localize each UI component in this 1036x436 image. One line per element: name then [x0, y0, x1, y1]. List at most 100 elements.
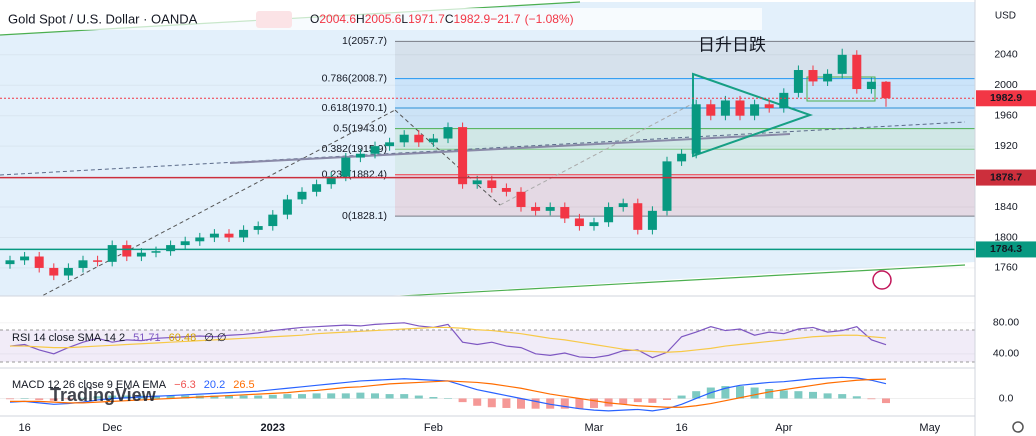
- candle-body: [604, 207, 614, 223]
- settings-icon[interactable]: [1012, 421, 1024, 433]
- candle-body: [691, 104, 701, 154]
- candle-body: [5, 260, 15, 265]
- ohlc-prefix: O: [310, 12, 319, 26]
- ohlc-value: 2004.6: [319, 12, 356, 26]
- candle-body: [647, 210, 657, 230]
- macd-histogram-bar: [152, 395, 160, 399]
- x-tick-label: 16: [675, 422, 687, 434]
- macd-histogram-bar: [283, 394, 292, 399]
- candle-body: [195, 237, 205, 242]
- candle-body: [326, 176, 336, 185]
- x-tick-label: Dec: [102, 422, 122, 434]
- macd-histogram-bar: [852, 396, 861, 399]
- macd-histogram-bar: [166, 395, 175, 399]
- macd-histogram-bar: [64, 398, 73, 400]
- candle-body: [428, 138, 438, 143]
- candle-body: [370, 146, 380, 154]
- macd-histogram-bar: [823, 393, 832, 399]
- x-tick-label: Feb: [424, 422, 443, 434]
- ohlc-value: 1982.9: [453, 12, 490, 26]
- symbol-title[interactable]: Gold Spot / U.S. Dollar · OANDA: [8, 11, 198, 26]
- candle-body: [779, 92, 789, 109]
- macd-histogram-bar: [458, 398, 467, 403]
- y-tick-label: 1760: [994, 262, 1018, 274]
- candle-body: [706, 104, 716, 116]
- macd-histogram-bar: [181, 395, 190, 399]
- rsi-extra: ∅ ∅: [204, 332, 226, 344]
- candle-body: [677, 153, 687, 162]
- y-tick-label: 1800: [994, 231, 1018, 243]
- y-tick-label: 1840: [994, 201, 1018, 213]
- fib-label: 0.618(1970.1): [322, 102, 387, 114]
- macd-histogram-bar: [692, 391, 701, 399]
- macd-histogram-bar: [444, 398, 452, 399]
- candle-body: [589, 222, 599, 227]
- macd-histogram-bar: [49, 398, 58, 401]
- x-tick-label: 2023: [261, 422, 285, 434]
- header-bg: [2, 8, 762, 30]
- indicator-line: [10, 326, 887, 353]
- candle-body: [414, 134, 424, 143]
- macd-histogram-bar: [663, 398, 671, 400]
- macd-histogram-bar: [750, 387, 759, 399]
- candle-body: [516, 191, 526, 208]
- macd-histogram-bar: [341, 393, 350, 399]
- macd-signal-value: 26.5: [233, 379, 254, 391]
- macd-histogram-bar: [794, 391, 803, 399]
- macd-histogram-bar: [6, 398, 14, 400]
- fib-label: 1(2057.7): [342, 35, 387, 47]
- indicator-line: [10, 378, 887, 408]
- trend-dashed: [499, 104, 691, 206]
- fib-zone: [395, 108, 975, 129]
- macd-histogram-bar: [254, 395, 263, 399]
- candle-body: [472, 180, 482, 185]
- y-tick-label: 1960: [994, 109, 1018, 121]
- candle-body: [239, 229, 249, 238]
- fib-label: 0(1828.1): [342, 210, 387, 222]
- candle-body: [49, 267, 59, 276]
- candle-body: [866, 81, 876, 90]
- candle-body: [750, 104, 760, 116]
- indicator-panes: [0, 322, 975, 412]
- y-tick-label: 2040: [994, 49, 1018, 61]
- y-tick-label: 80.00: [993, 317, 1019, 329]
- alert-icon[interactable]: [872, 270, 892, 290]
- candle-body: [93, 260, 103, 262]
- macd-histogram-bar: [517, 398, 525, 409]
- candle-body: [253, 226, 263, 230]
- macd-histogram-bar: [502, 398, 511, 408]
- rsi-sma-value: 60.48: [169, 332, 197, 344]
- macd-histogram-bar: [736, 386, 744, 399]
- macd-histogram-bar: [619, 398, 628, 405]
- candle-body: [341, 157, 351, 177]
- fib-label: 0.786(2008.7): [322, 72, 387, 84]
- macd-histogram-bar: [210, 395, 219, 399]
- candle-body: [282, 199, 292, 215]
- macd-histogram-bar: [385, 394, 394, 399]
- price-badge: [976, 169, 1036, 186]
- fib-zone: [395, 78, 975, 109]
- candle-body: [297, 191, 307, 200]
- fib-zone: [395, 174, 975, 217]
- fib-zone: [395, 149, 975, 175]
- x-tick-label: May: [919, 422, 940, 434]
- header-icon[interactable]: [256, 11, 292, 28]
- candle-body: [34, 256, 44, 268]
- macd-histogram-bar: [809, 391, 817, 399]
- candle-body: [531, 207, 541, 211]
- macd-histogram-bar: [882, 398, 890, 404]
- candle-body: [443, 127, 453, 139]
- ohlc-value: 2005.6: [365, 12, 402, 26]
- candle-body: [399, 134, 409, 143]
- candle-body: [793, 70, 803, 93]
- change: −21.7: [490, 12, 521, 26]
- macd-value: 20.2: [204, 379, 225, 391]
- y-tick-label: 40.00: [993, 348, 1019, 360]
- price-badge: [976, 90, 1036, 107]
- macd-histogram-bar: [35, 398, 44, 400]
- macd-histogram-bar: [356, 392, 365, 399]
- candle-body: [823, 73, 833, 82]
- candle-body: [20, 256, 30, 261]
- macd-histogram-bar: [108, 395, 117, 399]
- macd-histogram-bar: [239, 395, 248, 399]
